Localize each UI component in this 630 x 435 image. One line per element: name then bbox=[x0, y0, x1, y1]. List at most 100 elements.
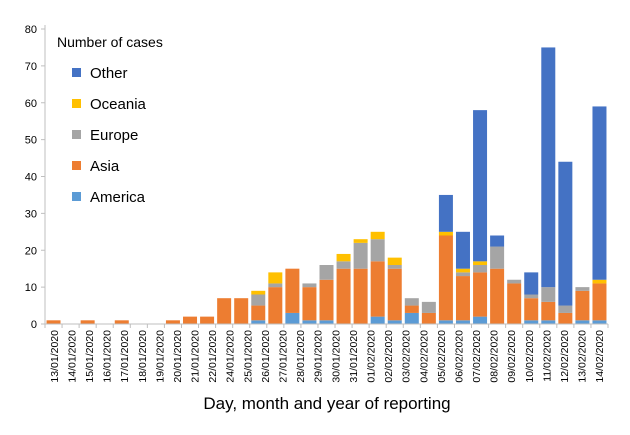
x-tick-label: 30/01/2020 bbox=[330, 330, 342, 383]
bar-segment-america bbox=[438, 320, 453, 324]
bar-segment-asia bbox=[319, 279, 334, 321]
y-tick-label: 40 bbox=[25, 172, 37, 184]
bar-segment-europe bbox=[507, 279, 522, 284]
bar-segment-europe bbox=[473, 265, 488, 273]
bar-segment-america bbox=[387, 320, 402, 324]
bar-segment-asia bbox=[592, 283, 607, 321]
y-tick-label: 80 bbox=[25, 24, 37, 36]
bar-segment-oceania bbox=[455, 268, 470, 273]
legend-swatch-europe bbox=[72, 130, 81, 139]
bar-segment-europe bbox=[336, 261, 351, 269]
bar-segment-america bbox=[575, 320, 590, 324]
x-tick-label: 04/02/2020 bbox=[418, 330, 430, 383]
bar-segment-america bbox=[541, 320, 556, 324]
x-axis: 13/01/2020 14/01/2020 15/01/2020 16/01/2020… bbox=[44, 323, 609, 383]
bar-segment-oceania bbox=[473, 261, 488, 265]
legend-label-europe: Europe bbox=[90, 127, 138, 144]
x-tick-label: 08/02/2020 bbox=[489, 330, 501, 383]
bar-segment-europe bbox=[319, 265, 334, 280]
x-tick-label: 28/01/2020 bbox=[295, 330, 307, 383]
bar-segment-europe bbox=[524, 294, 539, 299]
bar-segment-asia bbox=[558, 312, 573, 324]
bar-segment-america bbox=[592, 320, 607, 324]
bars-layer bbox=[46, 47, 607, 325]
x-tick-label: 12/02/2020 bbox=[559, 330, 571, 383]
x-tick-label: 06/02/2020 bbox=[453, 330, 465, 383]
bar-segment-asia bbox=[251, 305, 266, 321]
bar-segment-asia bbox=[490, 268, 505, 324]
x-tick-label: 01/02/2020 bbox=[365, 330, 377, 383]
x-tick-label: 26/01/2020 bbox=[260, 330, 272, 383]
bar-segment-europe bbox=[558, 305, 573, 313]
y-tick-label: 10 bbox=[25, 282, 37, 294]
bar-segment-asia bbox=[524, 298, 539, 321]
legend-swatch-oceania bbox=[72, 99, 81, 108]
x-tick-label: 11/02/2020 bbox=[541, 330, 553, 382]
bar-segment-asia bbox=[404, 305, 419, 313]
x-tick-label: 22/01/2020 bbox=[207, 330, 219, 383]
bar-segment-europe bbox=[387, 265, 402, 269]
y-tick-label: 0 bbox=[31, 319, 37, 331]
bar-segment-america bbox=[319, 320, 334, 324]
bar-segment-asia bbox=[421, 312, 436, 324]
bar-segment-america bbox=[473, 316, 488, 325]
bar-segment-europe bbox=[353, 242, 368, 269]
x-tick-label: 13/01/2020 bbox=[49, 330, 61, 383]
x-tick-label: 21/01/2020 bbox=[190, 330, 202, 383]
bar-segment-asia bbox=[183, 316, 198, 325]
bar-segment-europe bbox=[268, 283, 283, 288]
bar-segment-asia bbox=[165, 320, 180, 324]
legend-label-other: Other bbox=[90, 65, 128, 82]
bar-segment-oceania bbox=[268, 272, 283, 284]
y-tick-label: 30 bbox=[25, 208, 37, 220]
bar-segment-america bbox=[285, 312, 300, 324]
legend-swatch-america bbox=[72, 192, 81, 201]
x-tick-label: 29/01/2020 bbox=[313, 330, 325, 383]
bar-segment-america bbox=[455, 320, 470, 324]
y-axis: 0 10 20 30 40 50 60 70 80 bbox=[25, 24, 46, 331]
x-tick-label: 14/02/2020 bbox=[594, 330, 606, 383]
bar-segment-oceania bbox=[387, 257, 402, 266]
x-tick-label: 07/02/2020 bbox=[471, 330, 483, 383]
bar-segment-europe bbox=[455, 272, 470, 277]
bar-segment-asia bbox=[268, 287, 283, 325]
x-tick-label: 10/02/2020 bbox=[524, 330, 536, 383]
x-tick-label: 24/01/2020 bbox=[225, 330, 237, 383]
x-tick-label: 05/02/2020 bbox=[436, 330, 448, 383]
bar-segment-europe bbox=[251, 294, 266, 306]
bar-segment-oceania bbox=[251, 290, 266, 295]
x-tick-label: 20/01/2020 bbox=[172, 330, 184, 383]
bar-segment-america bbox=[251, 320, 266, 324]
bar-segment-america bbox=[302, 320, 317, 324]
x-tick-label: 13/02/2020 bbox=[577, 330, 589, 383]
x-tick-label: 03/02/2020 bbox=[401, 330, 413, 383]
bar-segment-other bbox=[541, 47, 556, 288]
bar-segment-europe bbox=[370, 239, 385, 262]
bar-segment-europe bbox=[302, 283, 317, 288]
x-tick-label: 16/01/2020 bbox=[102, 330, 114, 383]
bar-segment-asia bbox=[541, 301, 556, 321]
bar-segment-oceania bbox=[353, 239, 368, 243]
bar-segment-asia bbox=[200, 316, 215, 325]
bar-segment-asia bbox=[285, 268, 300, 313]
legend-title: Number of cases bbox=[57, 34, 163, 50]
bar-segment-asia bbox=[80, 320, 95, 324]
bar-segment-europe bbox=[404, 298, 419, 306]
x-axis-title: Day, month and year of reporting bbox=[203, 394, 450, 413]
bar-segment-asia bbox=[455, 276, 470, 321]
x-tick-label: 17/01/2020 bbox=[119, 330, 131, 383]
bar-segment-europe bbox=[575, 287, 590, 291]
bar-segment-other bbox=[455, 231, 470, 269]
bar-segment-other bbox=[558, 161, 573, 306]
bar-segment-europe bbox=[541, 287, 556, 302]
bar-segment-asia bbox=[114, 320, 129, 324]
x-tick-label: 09/02/2020 bbox=[506, 330, 518, 383]
bar-segment-asia bbox=[234, 298, 249, 324]
bar-segment-oceania bbox=[370, 231, 385, 240]
y-tick-label: 70 bbox=[25, 61, 37, 73]
legend-label-asia: Asia bbox=[90, 158, 120, 175]
y-tick-label: 50 bbox=[25, 135, 37, 147]
bar-segment-other bbox=[524, 272, 539, 295]
